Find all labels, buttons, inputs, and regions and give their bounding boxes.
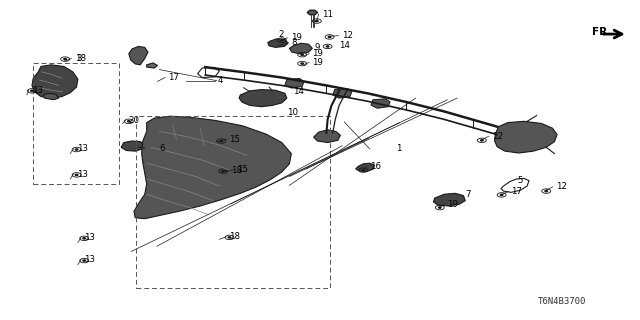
- Circle shape: [31, 90, 33, 92]
- Polygon shape: [333, 89, 352, 98]
- Text: T6N4B3700: T6N4B3700: [538, 297, 586, 306]
- Text: 13: 13: [84, 233, 95, 242]
- Text: 7: 7: [465, 190, 471, 199]
- Circle shape: [83, 260, 86, 261]
- Text: 18: 18: [230, 232, 241, 241]
- Circle shape: [127, 121, 130, 122]
- Polygon shape: [268, 39, 288, 47]
- Text: 2: 2: [278, 30, 284, 39]
- Polygon shape: [356, 163, 374, 172]
- Circle shape: [76, 149, 78, 150]
- Circle shape: [83, 238, 86, 239]
- Text: 16: 16: [370, 163, 381, 172]
- Circle shape: [362, 170, 365, 171]
- Text: 8: 8: [291, 38, 297, 47]
- Polygon shape: [121, 141, 145, 151]
- Circle shape: [220, 140, 223, 142]
- Text: 1: 1: [396, 144, 402, 153]
- Circle shape: [316, 20, 318, 22]
- Polygon shape: [147, 63, 157, 68]
- Text: 12: 12: [342, 31, 353, 40]
- Text: 10: 10: [287, 108, 298, 117]
- Polygon shape: [32, 65, 78, 98]
- Polygon shape: [285, 78, 304, 88]
- Text: 13: 13: [77, 170, 88, 179]
- Polygon shape: [433, 193, 465, 206]
- Text: 19: 19: [312, 58, 323, 67]
- Circle shape: [301, 63, 303, 64]
- Circle shape: [481, 140, 483, 141]
- Text: 18: 18: [75, 54, 86, 63]
- Circle shape: [545, 190, 547, 192]
- Polygon shape: [307, 10, 317, 15]
- Polygon shape: [239, 90, 287, 107]
- Bar: [33, 63, 119, 184]
- Polygon shape: [134, 116, 291, 219]
- Circle shape: [222, 171, 225, 172]
- Polygon shape: [43, 93, 59, 100]
- Polygon shape: [495, 121, 557, 153]
- Text: 17: 17: [511, 187, 522, 196]
- Text: 19: 19: [447, 200, 458, 209]
- Text: 17: 17: [168, 73, 179, 82]
- Circle shape: [438, 207, 441, 208]
- Text: 5: 5: [518, 176, 523, 185]
- Text: 13: 13: [32, 86, 43, 95]
- Text: 14: 14: [293, 87, 304, 96]
- Text: 15: 15: [237, 165, 248, 174]
- Circle shape: [328, 36, 331, 37]
- Circle shape: [76, 174, 78, 176]
- Text: 13: 13: [77, 144, 88, 153]
- Text: 14: 14: [339, 41, 350, 50]
- Polygon shape: [289, 43, 312, 54]
- Circle shape: [301, 54, 303, 55]
- Circle shape: [280, 39, 283, 41]
- Polygon shape: [314, 130, 340, 142]
- Text: 4: 4: [218, 76, 223, 85]
- Text: 6: 6: [159, 144, 165, 153]
- Circle shape: [228, 237, 231, 238]
- Bar: [136, 116, 330, 288]
- Circle shape: [64, 59, 67, 60]
- Text: 12: 12: [556, 182, 567, 191]
- Text: FR.: FR.: [592, 27, 611, 37]
- Text: 9: 9: [315, 43, 320, 52]
- Circle shape: [326, 46, 329, 47]
- Text: 19: 19: [291, 33, 301, 42]
- Text: 19: 19: [312, 49, 323, 58]
- Text: 3: 3: [77, 54, 82, 63]
- Polygon shape: [371, 99, 390, 108]
- Circle shape: [500, 194, 503, 196]
- Text: 15: 15: [230, 135, 241, 144]
- Polygon shape: [129, 46, 148, 65]
- Text: 20: 20: [129, 116, 140, 125]
- Text: 12: 12: [492, 132, 503, 141]
- Text: 11: 11: [322, 10, 333, 19]
- Text: 13: 13: [84, 255, 95, 264]
- Text: 18: 18: [231, 166, 242, 175]
